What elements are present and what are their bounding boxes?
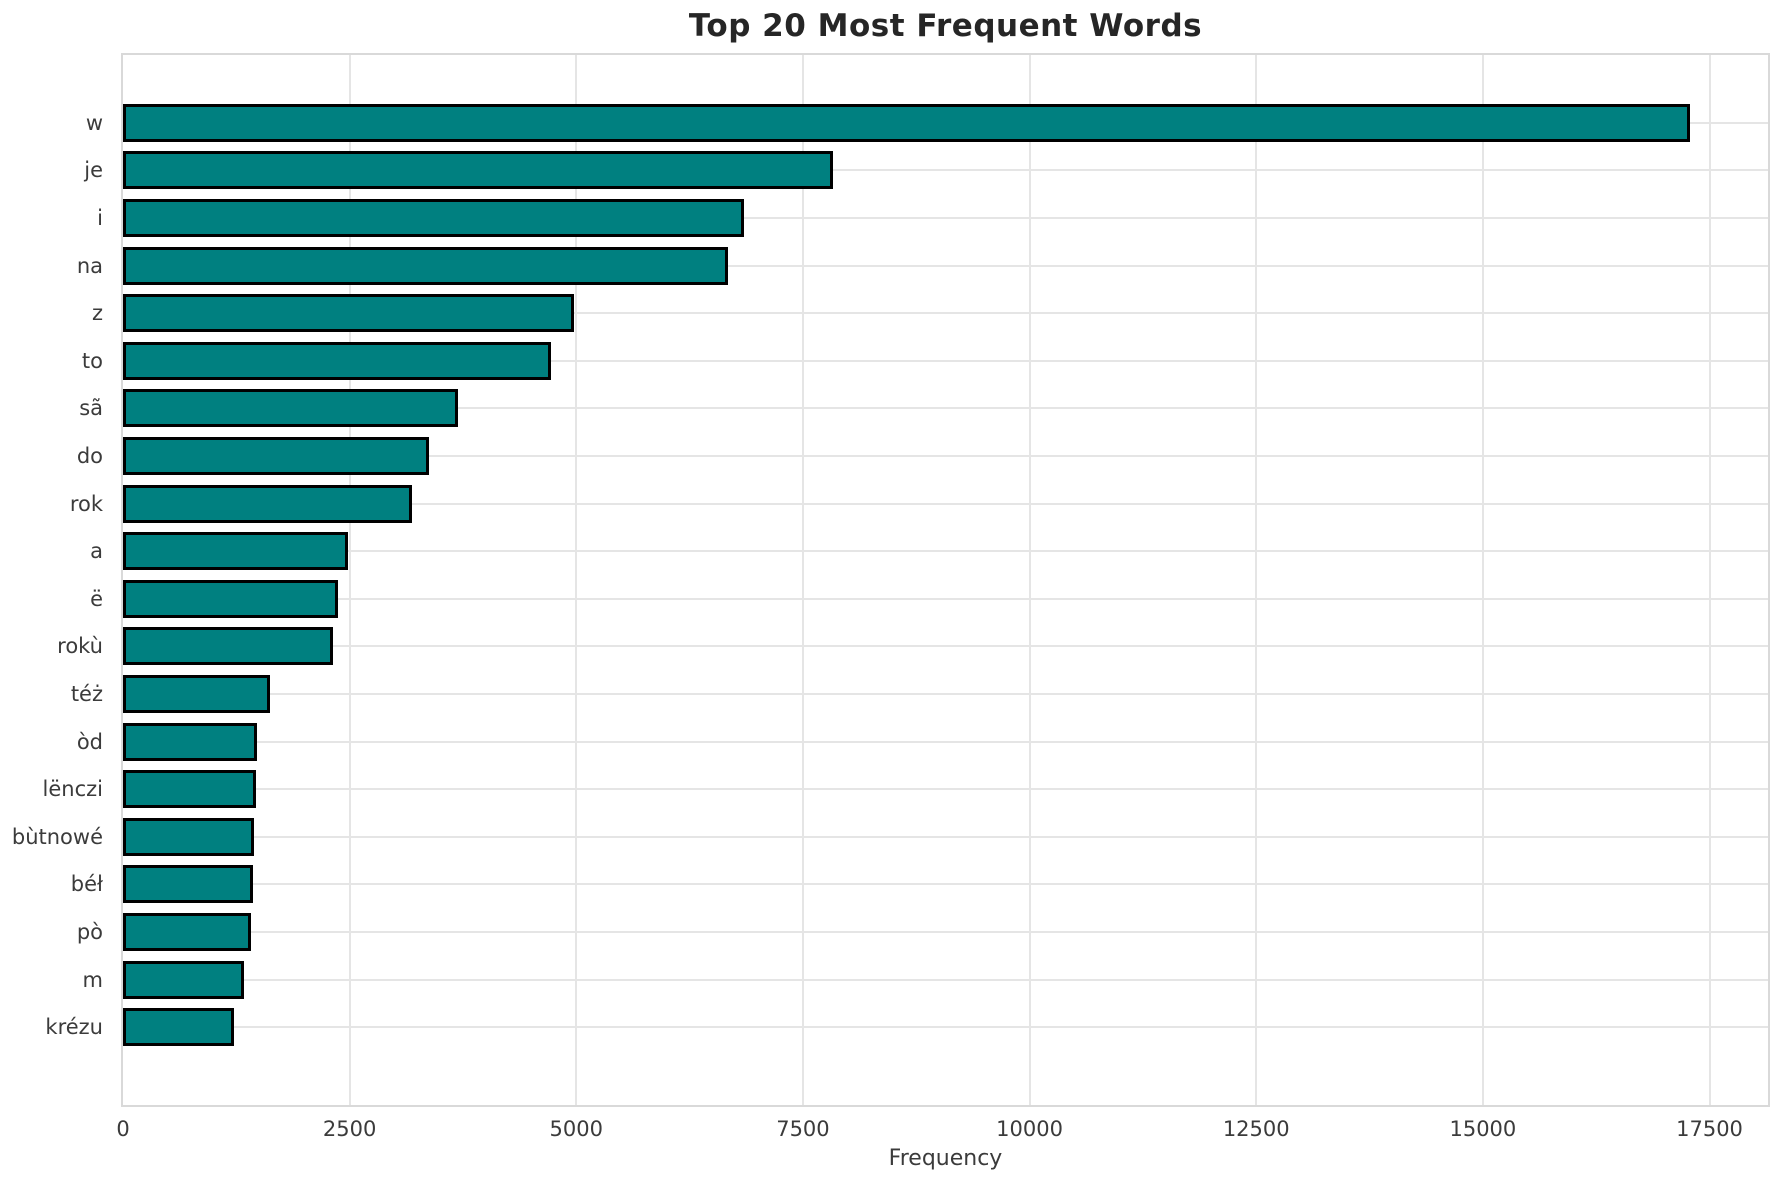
y-tick-label: sã [79,396,103,421]
bar [123,199,744,237]
row-gridline [123,740,1768,743]
y-tick-label: krézu [45,1015,103,1040]
row-gridline [123,550,1768,553]
x-tick-label: 10000 [996,1117,1063,1141]
row-gridline [123,502,1768,505]
x-tick-label: 15000 [1449,1117,1517,1141]
y-tick-label: to [81,348,103,373]
x-tick-label: 2500 [322,1117,377,1141]
x-axis-label: Frequency [888,1146,1003,1171]
row-gridline [123,264,1768,267]
row-gridline [123,978,1768,981]
row-gridline [123,1026,1768,1029]
x-tick-label: 17500 [1676,1117,1743,1141]
bar [123,770,256,809]
y-tick-label: bùtnowé [11,824,103,849]
y-tick-label: rok [69,491,103,516]
bar [123,579,338,618]
bar [123,675,270,713]
bar [123,722,257,761]
x-gridline [1028,55,1031,1105]
row-gridline [123,217,1768,219]
row-gridline [123,597,1768,600]
y-tick-label: z [91,301,103,326]
row-gridline [123,835,1768,838]
y-tick-label: w [85,110,103,135]
row-gridline [123,359,1768,362]
x-gridline [1255,55,1258,1105]
x-gridline [1708,55,1711,1105]
x-tick-label: 12500 [1222,1117,1290,1141]
bar [123,151,833,190]
bar [123,389,459,428]
y-tick-label: pò [76,920,103,944]
bar [123,484,413,523]
x-tick-label: 0 [116,1117,130,1141]
row-gridline [123,407,1768,410]
row-gridline [123,169,1768,172]
bar [123,960,244,999]
y-tick-label: i [97,206,103,230]
bar [123,437,430,475]
x-tick-label: 7500 [776,1117,830,1141]
bar [123,246,728,285]
row-gridline [123,788,1768,791]
bar [123,913,251,951]
bar [123,1008,234,1047]
y-tick-label: ë [90,586,103,611]
y-tick-label: lënczi [42,777,103,802]
y-tick-label: béł [70,872,103,897]
bar [123,627,334,666]
row-gridline [123,312,1768,315]
y-tick-label: je [84,158,103,183]
x-tick-label: 5000 [549,1117,603,1141]
x-gridline [801,55,804,1105]
y-tick-label: òd [76,729,103,754]
x-gridline [1481,55,1484,1105]
y-tick-label: téż [70,682,103,706]
row-gridline [123,455,1768,457]
y-tick-label: do [76,444,103,468]
y-tick-label: a [90,539,103,564]
bar [123,341,551,380]
row-gridline [123,645,1768,648]
y-tick-label: rokù [57,634,103,659]
y-tick-label: na [76,253,103,278]
bar [123,865,253,904]
bar [123,294,574,333]
chart-title: Top 20 Most Frequent Words [688,8,1203,44]
x-gridline [348,55,351,1105]
bar [123,532,348,571]
bar [123,103,1690,142]
x-gridline [575,55,578,1105]
row-gridline [123,931,1768,933]
bar [123,817,254,856]
row-gridline [123,693,1768,695]
y-tick-label: m [82,967,103,992]
plot-area [121,53,1770,1107]
row-gridline [123,883,1768,886]
